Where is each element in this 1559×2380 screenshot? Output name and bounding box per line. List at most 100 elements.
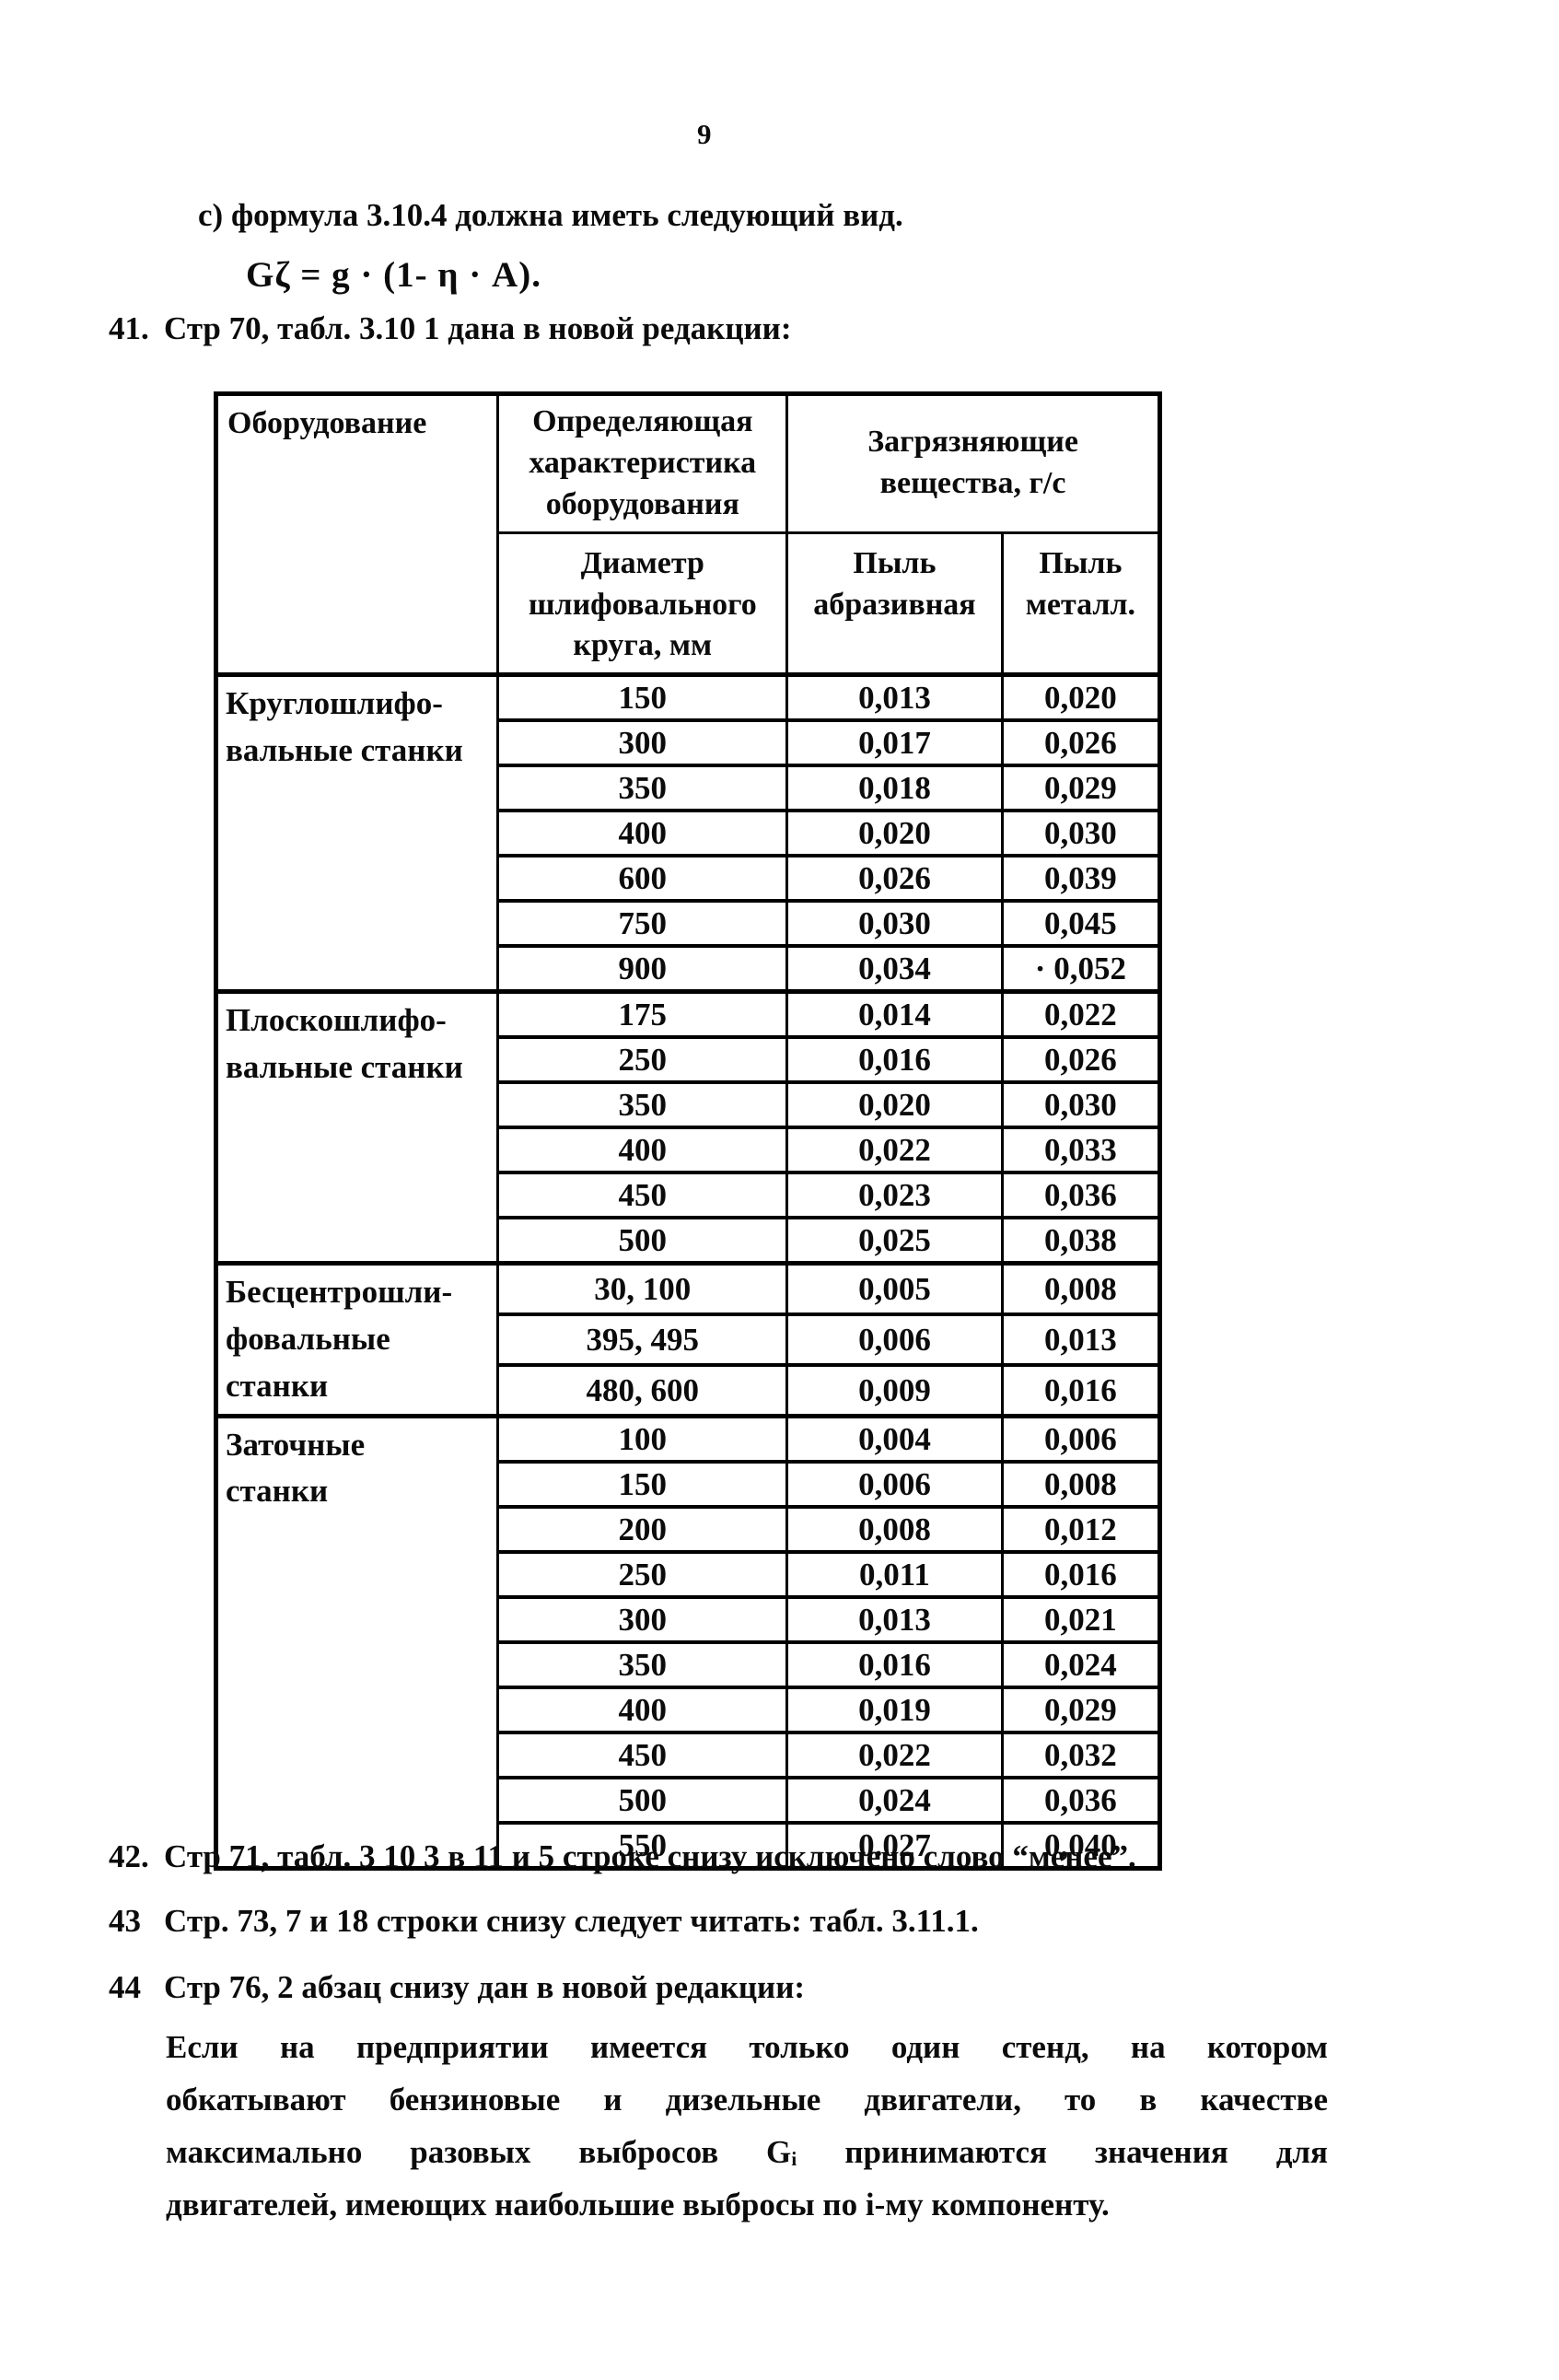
dust-metal-value: 0,029 xyxy=(1000,1685,1162,1733)
paragraph-line: двигателей, имеющих наибольшие выбросы п… xyxy=(166,2187,1110,2222)
dust-metal-value: 0,026 xyxy=(1000,718,1162,767)
item-text: Стр. 73, 7 и 18 строки снизу следует чит… xyxy=(164,1903,979,1939)
diameter-value: 250 xyxy=(496,1549,789,1598)
dust-abrasive-value: 0,024 xyxy=(785,1775,1004,1824)
dust-metal-value: 0,022 xyxy=(1000,989,1162,1039)
table-row: 450 0,023 0,036 xyxy=(216,1171,1162,1219)
table-row: 200 0,008 0,012 xyxy=(216,1504,1162,1553)
diameter-value: 400 xyxy=(496,809,789,858)
table-row: 550 0.027 0,040 xyxy=(216,1820,1162,1870)
dust-metal-value: 0,008 xyxy=(1000,1459,1162,1508)
table-row: 300 0,017 0,026 xyxy=(216,718,1162,767)
dust-abrasive-value: 0,023 xyxy=(785,1171,1004,1219)
item-text: Стр 71, табл. 3 10 3 в 11 и 5 строке сни… xyxy=(164,1838,1136,1874)
dust-metal-value: · 0,052 xyxy=(1000,944,1162,994)
dust-abrasive-value: 0,005 xyxy=(785,1261,1004,1316)
dust-abrasive-value: 0,020 xyxy=(785,1080,1004,1129)
dust-abrasive-value: 0,006 xyxy=(785,1312,1004,1367)
dust-abrasive-value: 0,013 xyxy=(785,672,1004,722)
diameter-value: 600 xyxy=(496,854,789,903)
revision-item-44: 44 Стр 76, 2 абзац снизу дан в новой реда… xyxy=(109,1969,1453,2006)
table-row: 600 0,026 0,039 xyxy=(216,854,1162,903)
table-row: Заточные станки 100 0,004 0,006 xyxy=(214,1413,1162,1870)
item-text: Стр 70, табл. 3.10 1 дана в новой редакц… xyxy=(164,310,792,346)
dust-metal-value: 0,021 xyxy=(1000,1594,1162,1643)
equipment-group-label: Плоскошлифо- вальные станки xyxy=(214,989,500,1266)
dust-abrasive-value: 0,020 xyxy=(785,809,1004,858)
dust-metal-value: 0,032 xyxy=(1000,1730,1162,1779)
dust-metal-value: 0,030 xyxy=(1000,1080,1162,1129)
item-number: 43 xyxy=(109,1903,141,1939)
table-row: 300 0,013 0,021 xyxy=(216,1594,1162,1643)
dust-metal-value: 0,039 xyxy=(1000,854,1162,903)
dust-abrasive-value: 0,019 xyxy=(785,1685,1004,1733)
equipment-group-label: Бесцентрошли- фовальные станки xyxy=(214,1261,500,1418)
diameter-value: 500 xyxy=(496,1775,789,1824)
dust-metal-value: 0,008 xyxy=(1000,1261,1162,1316)
diameter-value: 150 xyxy=(496,1459,789,1508)
table-row: 450 0,022 0,032 xyxy=(216,1730,1162,1779)
table-row: 350 0,016 0,024 xyxy=(216,1639,1162,1688)
dust-metal-value: 0,016 xyxy=(1000,1362,1162,1418)
dust-abrasive-value: 0,026 xyxy=(785,854,1004,903)
dust-abrasive-value: 0.027 xyxy=(785,1820,1004,1870)
paragraph-line: Если на предприятии имеется только один … xyxy=(166,2029,1328,2065)
table-row: 250 0,016 0,026 xyxy=(216,1035,1162,1084)
diameter-value: 500 xyxy=(496,1216,789,1266)
dust-abrasive-value: 0,006 xyxy=(785,1459,1004,1508)
table-row: 500 0,024 0,036 xyxy=(216,1775,1162,1824)
dust-metal-value: 0,029 xyxy=(1000,764,1162,812)
diameter-value: 200 xyxy=(496,1504,789,1553)
table-row: 400 0,022 0,033 xyxy=(216,1126,1162,1174)
diameter-value: 100 xyxy=(496,1413,789,1463)
dust-abrasive-value: 0,016 xyxy=(785,1639,1004,1688)
table-row: 350 0,020 0,030 xyxy=(216,1080,1162,1129)
diameter-value: 550 xyxy=(496,1820,789,1870)
table-row: Бесцентрошли- фовальные станки 30, 100 0,0… xyxy=(214,1261,1162,1418)
item-number: 41. xyxy=(109,310,149,346)
dust-metal-value: 0,030 xyxy=(1000,809,1162,858)
diameter-value: 450 xyxy=(496,1171,789,1219)
diameter-value: 750 xyxy=(496,899,789,948)
equipment-group-label: Заточные станки xyxy=(214,1413,500,1870)
dust-abrasive-value: 0,011 xyxy=(785,1549,1004,1598)
table-row: 480, 600 0,009 0,016 xyxy=(216,1362,1162,1418)
item-text: Стр 76, 2 абзац снизу дан в новой редакц… xyxy=(164,1969,806,2005)
table-row: 400 0,019 0,029 xyxy=(216,1685,1162,1733)
dust-metal-value: 0,026 xyxy=(1000,1035,1162,1084)
table-row: 500 0,025 0,038 xyxy=(216,1216,1162,1266)
header-equipment: Оборудование xyxy=(214,391,500,677)
table-subheader-row: Диаметр шлифовального круга, мм Пыль абра… xyxy=(216,531,1162,678)
table-row: Круглошлифо- вальные станки 150 0,013 0,020 xyxy=(214,672,1162,994)
dust-metal-value: 0,036 xyxy=(1000,1775,1162,1824)
dust-abrasive-value: 0,025 xyxy=(785,1216,1004,1266)
table-row: Плоскошлифо- вальные станки 175 0,014 0,022 xyxy=(214,989,1162,1266)
diameter-value: 150 xyxy=(496,672,789,722)
diameter-value: 300 xyxy=(496,718,789,767)
diameter-value: 175 xyxy=(496,989,789,1039)
revision-item-42: 42. Стр 71, табл. 3 10 3 в 11 и 5 строке … xyxy=(109,1838,1453,1875)
table-row: 150 0,006 0,008 xyxy=(216,1459,1162,1508)
dust-metal-value: 0,012 xyxy=(1000,1504,1162,1553)
dust-abrasive-value: 0,022 xyxy=(785,1126,1004,1174)
dust-metal-value: 0,033 xyxy=(1000,1126,1162,1174)
dust-metal-value: 0,013 xyxy=(1000,1312,1162,1367)
diameter-value: 400 xyxy=(496,1685,789,1733)
diameter-value: 30, 100 xyxy=(496,1261,789,1316)
diameter-value: 450 xyxy=(496,1730,789,1779)
table-row: 395, 495 0,006 0,013 xyxy=(216,1312,1162,1367)
dust-abrasive-value: 0,030 xyxy=(785,899,1004,948)
diameter-value: 250 xyxy=(496,1035,789,1084)
dust-abrasive-value: 0,034 xyxy=(785,944,1004,994)
diameter-value: 400 xyxy=(496,1126,789,1174)
diameter-value: 300 xyxy=(496,1594,789,1643)
table-row: 350 0,018 0,029 xyxy=(216,764,1162,812)
dust-abrasive-value: 0,014 xyxy=(785,989,1004,1039)
dust-abrasive-value: 0,016 xyxy=(785,1035,1004,1084)
dust-abrasive-value: 0,009 xyxy=(785,1362,1004,1418)
header-pollutants: Загрязняющие вещества, г/с xyxy=(785,392,1161,534)
dust-metal-value: 0,016 xyxy=(1000,1549,1162,1598)
item-number: 44 xyxy=(109,1969,141,2005)
dust-metal-value: 0,038 xyxy=(1000,1216,1162,1266)
paragraph-item-44: Если на предприятии имеется только один … xyxy=(166,2021,1328,2231)
